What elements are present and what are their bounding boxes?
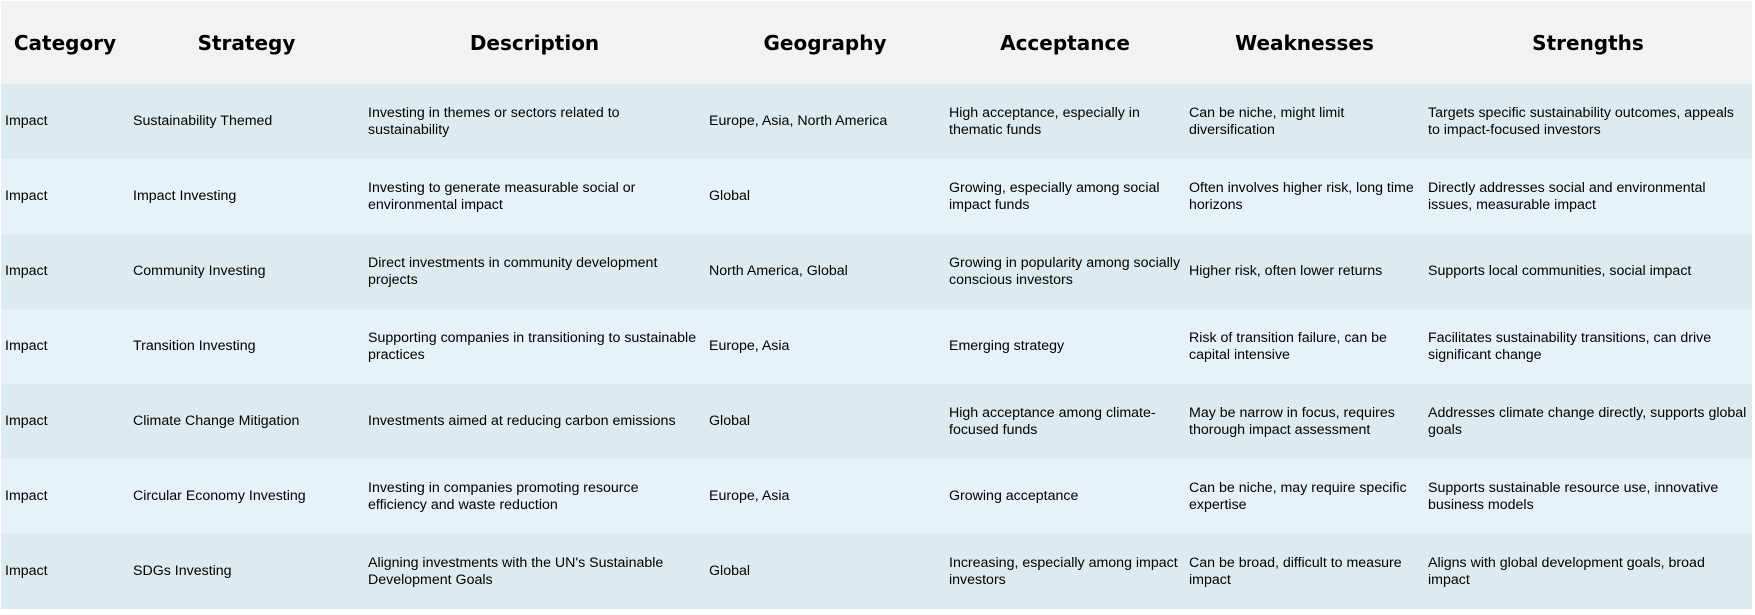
column-header-weaknesses[interactable]: Weaknesses [1185, 1, 1424, 84]
table-row: Impact Impact Investing Investing to gen… [1, 159, 1752, 234]
cell-geography[interactable]: North America, Global [705, 234, 945, 309]
cell-strengths[interactable]: Facilitates sustainability transitions, … [1424, 309, 1752, 384]
cell-strategy[interactable]: Circular Economy Investing [129, 459, 364, 534]
cell-geography[interactable]: Global [705, 384, 945, 459]
cell-strategy[interactable]: Sustainability Themed [129, 84, 364, 159]
cell-acceptance[interactable]: High acceptance among climate-focused fu… [945, 384, 1185, 459]
cell-weaknesses[interactable]: May be narrow in focus, requires thoroug… [1185, 384, 1424, 459]
cell-weaknesses[interactable]: Higher risk, often lower returns [1185, 234, 1424, 309]
cell-description[interactable]: Supporting companies in transitioning to… [364, 309, 705, 384]
cell-category[interactable]: Impact [1, 534, 129, 609]
cell-geography[interactable]: Global [705, 534, 945, 609]
column-header-category[interactable]: Category [1, 1, 129, 84]
cell-strengths[interactable]: Addresses climate change directly, suppo… [1424, 384, 1752, 459]
cell-acceptance[interactable]: Growing acceptance [945, 459, 1185, 534]
cell-category[interactable]: Impact [1, 159, 129, 234]
table-row: Impact SDGs Investing Aligning investmen… [1, 534, 1752, 609]
cell-strengths[interactable]: Targets specific sustainability outcomes… [1424, 84, 1752, 159]
cell-strengths[interactable]: Aligns with global development goals, br… [1424, 534, 1752, 609]
cell-strategy[interactable]: Transition Investing [129, 309, 364, 384]
cell-description[interactable]: Investments aimed at reducing carbon emi… [364, 384, 705, 459]
cell-strategy[interactable]: Community Investing [129, 234, 364, 309]
cell-category[interactable]: Impact [1, 309, 129, 384]
table-row: Impact Circular Economy Investing Invest… [1, 459, 1752, 534]
cell-strengths[interactable]: Supports local communities, social impac… [1424, 234, 1752, 309]
cell-category[interactable]: Impact [1, 234, 129, 309]
cell-weaknesses[interactable]: Often involves higher risk, long time ho… [1185, 159, 1424, 234]
cell-description[interactable]: Direct investments in community developm… [364, 234, 705, 309]
cell-description[interactable]: Investing in themes or sectors related t… [364, 84, 705, 159]
cell-strengths[interactable]: Directly addresses social and environmen… [1424, 159, 1752, 234]
cell-acceptance[interactable]: Growing in popularity among socially con… [945, 234, 1185, 309]
column-header-geography[interactable]: Geography [705, 1, 945, 84]
column-header-strengths[interactable]: Strengths [1424, 1, 1752, 84]
column-header-description[interactable]: Description [364, 1, 705, 84]
cell-geography[interactable]: Europe, Asia [705, 459, 945, 534]
cell-category[interactable]: Impact [1, 459, 129, 534]
cell-strategy[interactable]: Impact Investing [129, 159, 364, 234]
cell-acceptance[interactable]: High acceptance, especially in thematic … [945, 84, 1185, 159]
cell-strategy[interactable]: SDGs Investing [129, 534, 364, 609]
cell-acceptance[interactable]: Growing, especially among social impact … [945, 159, 1185, 234]
table-row: Impact Climate Change Mitigation Investm… [1, 384, 1752, 459]
header-row: Category Strategy Description Geography … [1, 1, 1752, 84]
table-row: Impact Sustainability Themed Investing i… [1, 84, 1752, 159]
cell-weaknesses[interactable]: Can be broad, difficult to measure impac… [1185, 534, 1424, 609]
cell-weaknesses[interactable]: Can be niche, might limit diversificatio… [1185, 84, 1424, 159]
cell-strategy[interactable]: Climate Change Mitigation [129, 384, 364, 459]
cell-weaknesses[interactable]: Risk of transition failure, can be capit… [1185, 309, 1424, 384]
cell-description[interactable]: Aligning investments with the UN's Susta… [364, 534, 705, 609]
cell-strengths[interactable]: Supports sustainable resource use, innov… [1424, 459, 1752, 534]
cell-description[interactable]: Investing to generate measurable social … [364, 159, 705, 234]
column-header-acceptance[interactable]: Acceptance [945, 1, 1185, 84]
cell-geography[interactable]: Global [705, 159, 945, 234]
column-header-strategy[interactable]: Strategy [129, 1, 364, 84]
cell-weaknesses[interactable]: Can be niche, may require specific exper… [1185, 459, 1424, 534]
cell-geography[interactable]: Europe, Asia, North America [705, 84, 945, 159]
table-row: Impact Transition Investing Supporting c… [1, 309, 1752, 384]
cell-category[interactable]: Impact [1, 84, 129, 159]
cell-description[interactable]: Investing in companies promoting resourc… [364, 459, 705, 534]
table-row: Impact Community Investing Direct invest… [1, 234, 1752, 309]
cell-acceptance[interactable]: Increasing, especially among impact inve… [945, 534, 1185, 609]
cell-category[interactable]: Impact [1, 384, 129, 459]
cell-geography[interactable]: Europe, Asia [705, 309, 945, 384]
cell-acceptance[interactable]: Emerging strategy [945, 309, 1185, 384]
